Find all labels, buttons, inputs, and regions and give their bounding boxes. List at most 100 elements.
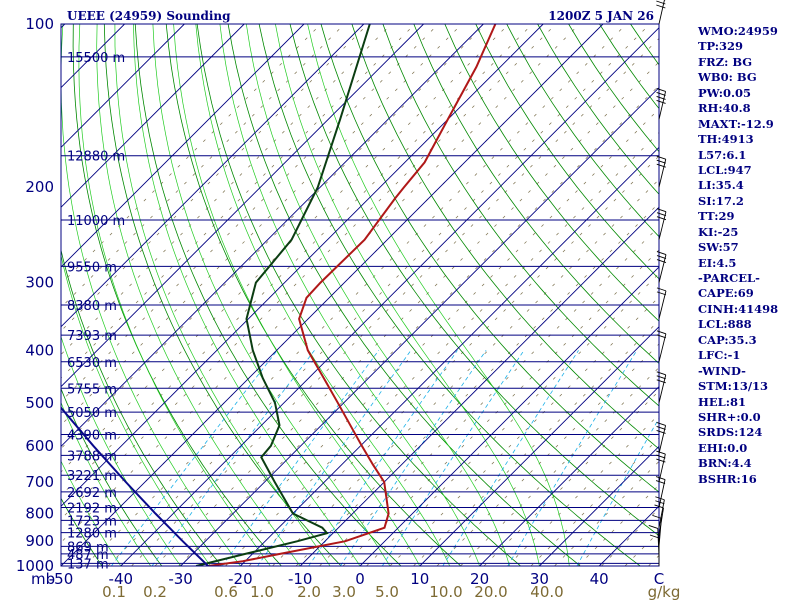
index-entry: BRN:4.4 [698, 456, 752, 471]
index-entry: EHI:0.0 [698, 440, 748, 455]
dry-adiabat [61, 497, 103, 566]
mixing-ratio-line [381, 350, 525, 566]
index-entry: TT:29 [698, 209, 735, 224]
guide-line [154, 61, 659, 566]
height-label: 8380 m [67, 299, 117, 314]
barb-flag [656, 334, 667, 339]
guide-line [61, 24, 486, 449]
index-entry: HEL:81 [698, 394, 746, 409]
height-label: 1723 m [67, 514, 117, 529]
temperature-tick-label: -20 [228, 570, 253, 588]
pressure-tick-label: 500 [25, 394, 54, 412]
barb-flag [656, 291, 667, 296]
moist-adiabat [219, 24, 480, 566]
temperature-tick-label: 40 [590, 570, 609, 588]
moist-adiabat [78, 24, 271, 566]
index-entry: L57:6.1 [698, 147, 747, 162]
mixing-ratio-label: 2.0 [297, 583, 321, 600]
height-label: 1280 m [67, 527, 117, 542]
wind-barbs [648, 0, 667, 566]
height-label: 3221 m [67, 469, 117, 484]
barb-flag [648, 524, 658, 529]
grid-lines [61, 24, 659, 566]
barb-flag [656, 287, 667, 292]
barb-flag [655, 476, 666, 480]
barb-flag [656, 426, 666, 430]
wind-barb [656, 287, 667, 319]
dry-adiabat [72, 24, 282, 566]
barb-flag [655, 496, 665, 501]
moist-adiabat [307, 24, 570, 566]
height-label: 9550 m [67, 260, 117, 275]
barb-shaft [658, 507, 664, 536]
guide-line [61, 24, 510, 473]
temperature-tick-label: -10 [288, 570, 313, 588]
barb-flag [656, 255, 667, 260]
barb-flag [656, 454, 666, 459]
barb-flag [656, 422, 666, 426]
dry-adiabat [258, 24, 641, 566]
mixing-ratio-label: 0.1 [102, 583, 126, 600]
moist-adiabat [61, 335, 181, 566]
guide-line [61, 24, 345, 308]
barb-shaft [658, 211, 667, 240]
index-entry: KI:-25 [698, 224, 739, 239]
barb-shaft [658, 425, 667, 454]
wind-barb [656, 88, 667, 120]
index-entry: LFC:-1 [698, 348, 741, 363]
mixing-ratio-line [221, 350, 380, 566]
pressure-tick-label: 600 [25, 437, 54, 455]
index-entry: RH:40.8 [698, 101, 751, 116]
guide-line [61, 24, 322, 285]
index-entry: MAXT:-12.9 [698, 116, 774, 131]
index-entry: FRZ: BG [698, 54, 753, 69]
dry-adiabat [61, 248, 222, 566]
moist-adiabat [96, 24, 301, 566]
barb-flag [649, 534, 660, 539]
isotherm [61, 24, 365, 328]
pressure-tick-label: 200 [25, 178, 54, 196]
index-entry: TP:329 [698, 39, 744, 54]
index-entry: STM:13/13 [698, 379, 769, 394]
isotherm [61, 24, 484, 448]
wind-barb [656, 155, 667, 188]
barb-shaft [658, 479, 666, 508]
barb-flag [656, 163, 666, 168]
moist-adiabat [61, 460, 122, 566]
height-label: 7393 m [67, 329, 117, 344]
index-entry: SHR+:0.0 [698, 409, 761, 424]
mixing-ratio-line [442, 350, 579, 566]
index-entry: WB0: BG [698, 70, 757, 85]
height-label: 15500 m [67, 51, 125, 66]
barb-shaft [658, 453, 666, 483]
dry-adiabat [289, 24, 659, 537]
moist-adiabat [114, 24, 331, 566]
barb-flag [656, 371, 666, 376]
mixing-ratio-line [507, 350, 638, 566]
mixing-ratio-line [111, 350, 278, 566]
guide-line [131, 38, 659, 566]
wind-barb [656, 0, 666, 25]
dry-adiabat [320, 24, 659, 493]
height-label: 11000 m [67, 214, 125, 229]
mixing-ratio-label: 1.0 [250, 583, 274, 600]
barb-flag [656, 96, 666, 100]
isotherm [61, 24, 424, 388]
barb-flag [655, 480, 666, 484]
isotherm [61, 24, 245, 208]
moist-adiabat [173, 24, 421, 566]
mixing-ratio-label: 10.0 [429, 583, 462, 600]
parcel-line [61, 406, 209, 566]
barb-flag [656, 0, 666, 5]
barb-flag [656, 100, 666, 104]
dry-adiabat [103, 24, 342, 566]
index-entry: -WIND- [698, 363, 746, 378]
moist-adiabat [61, 253, 211, 566]
barb-flag [656, 430, 666, 434]
index-entry: LCL:947 [698, 162, 752, 177]
temperature-tick-label: 20 [470, 570, 489, 588]
dry-adiabat [382, 24, 659, 407]
index-entry: -PARCEL- [698, 271, 760, 285]
dry-adiabat [475, 24, 659, 280]
height-label: 12880 m [67, 150, 125, 165]
